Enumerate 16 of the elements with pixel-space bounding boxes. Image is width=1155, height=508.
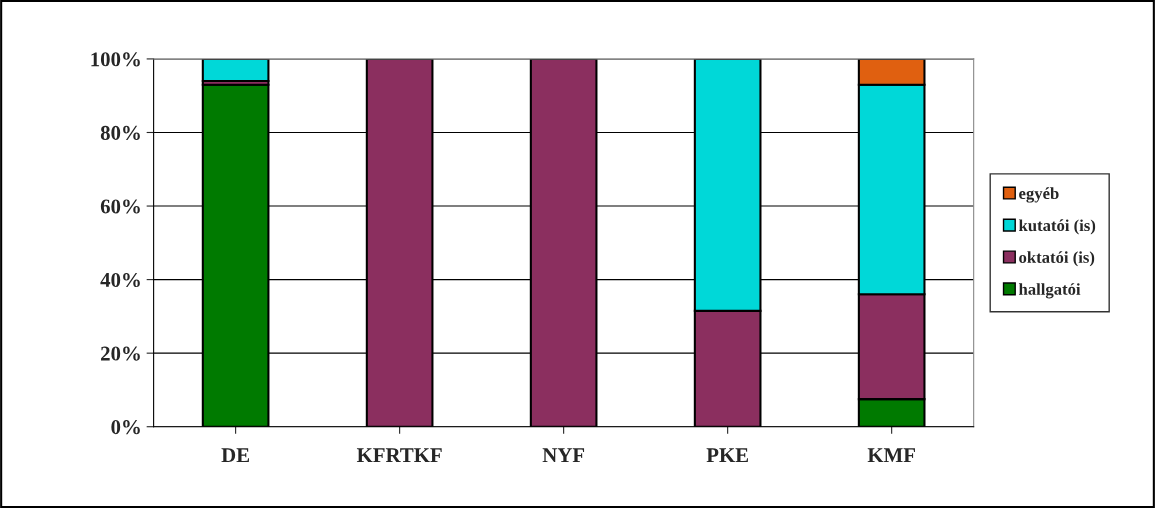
y-tick-label: 80% [100,125,140,140]
legend-label: hallgatói [1018,283,1081,299]
y-tick-label: 0% [111,420,140,435]
x-tick-label: KFRTKF [356,448,442,463]
legend-label: kutatói (is) [1018,219,1096,235]
legend-label: oktatói (is) [1019,251,1095,267]
y-tick-label: 100% [91,52,140,67]
y-tick-label: 20% [101,346,140,361]
x-tick-label: KMF [867,448,915,463]
x-tick-label: PKE [706,448,748,463]
x-tick-label: NYF [542,448,585,463]
y-tick-label: 40% [100,272,140,288]
x-tick-label: DE [221,448,250,463]
y-tick-label: 60% [100,199,140,214]
bar [201,58,270,83]
legend-label: egyéb [1019,187,1059,203]
